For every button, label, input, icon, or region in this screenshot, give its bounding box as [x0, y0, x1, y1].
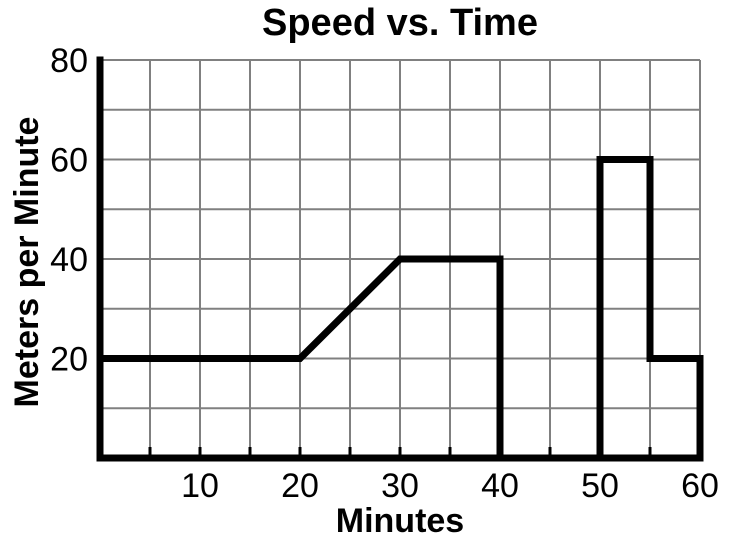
y-tick-label: 20	[50, 341, 88, 379]
x-tick-label: 30	[381, 467, 419, 505]
x-tick-label: 40	[481, 467, 519, 505]
x-tick-labels: 10 20 30 40 50 60	[181, 467, 719, 505]
x-tick-label: 10	[181, 467, 219, 505]
speed-data-line	[100, 156, 704, 462]
chart-title: Speed vs. Time	[262, 2, 538, 44]
y-tick-label: 80	[50, 42, 88, 80]
y-tick-labels: 20 40 60 80	[50, 42, 88, 379]
x-tick-label: 60	[681, 467, 719, 505]
y-tick-label: 40	[50, 241, 88, 279]
x-axis-label: Minutes	[335, 502, 465, 540]
y-tick-label: 60	[50, 142, 88, 180]
x-tick-label: 20	[281, 467, 319, 505]
x-tick-label: 50	[581, 467, 619, 505]
